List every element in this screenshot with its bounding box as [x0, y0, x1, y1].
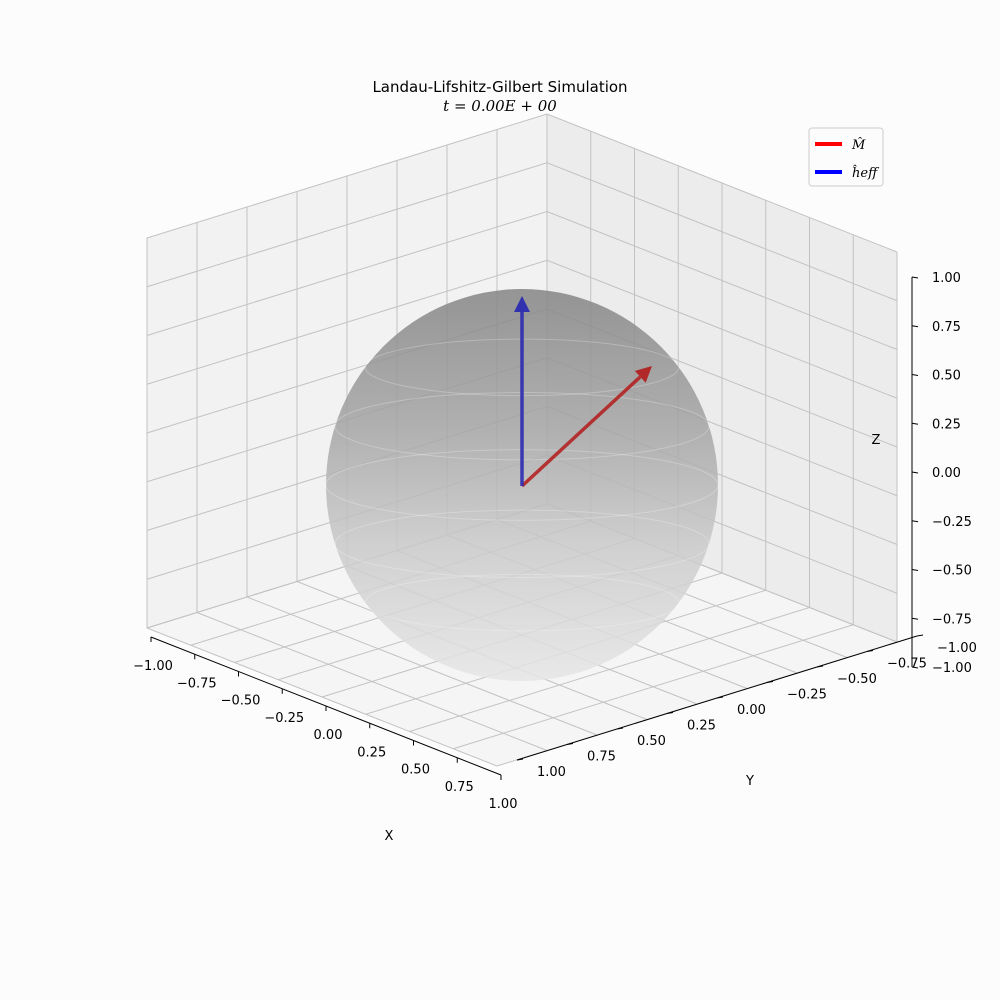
z-tick-label: −0.25 [932, 515, 972, 530]
z-tick-mark [911, 520, 919, 523]
x-tick-label: −0.50 [221, 694, 261, 709]
x-tick-label: 0.00 [314, 728, 343, 743]
vector-head [514, 296, 530, 312]
x-tick-label: 0.50 [401, 763, 430, 778]
grid-line-y [196, 222, 548, 751]
grid-line-x [453, 234, 854, 750]
y-tick-mark [866, 650, 874, 652]
z-tick-mark [911, 471, 919, 474]
y-tick-label: −1.00 [937, 641, 977, 656]
x-tick-label: −0.75 [177, 676, 217, 691]
x-tick-label: 0.25 [357, 745, 386, 760]
vector-head [634, 366, 652, 383]
grid-line-x [409, 217, 810, 732]
y-tick-label: 0.25 [687, 719, 716, 734]
legend: M̂ ĥeff [808, 127, 884, 187]
grid-line-z [146, 210, 898, 350]
z-tick-mark [911, 422, 919, 425]
z-tick-mark [911, 666, 919, 669]
y-tick-label: 0.75 [587, 750, 616, 765]
y-tick-mark [816, 665, 824, 668]
z-tick-label: 0.75 [932, 320, 961, 335]
y-tick-label: −0.75 [887, 657, 927, 672]
y-tick-mark [916, 634, 924, 637]
chart-title: Landau-Lifshitz-Gilbert Simulation [372, 78, 628, 96]
z-tick-mark [911, 276, 919, 279]
y-tick-mark [716, 696, 724, 699]
chart-subtitle: t = 0.00E + 00 [443, 97, 557, 115]
y-tick-mark [566, 743, 574, 745]
y-tick-label: −0.50 [837, 672, 877, 687]
y-tick-label: 0.00 [737, 703, 766, 718]
legend-label: ĥeff [852, 165, 880, 181]
z-tick-label: −1.00 [932, 661, 972, 676]
grid-line-z [146, 259, 898, 399]
vector-layer [514, 296, 652, 488]
z-tick-mark [911, 617, 919, 620]
x-tick-label: −0.25 [264, 711, 304, 726]
z-tick-mark [911, 374, 919, 376]
y-tick-mark [766, 681, 774, 683]
z-tick-label: 1.00 [932, 271, 961, 286]
x-tick-label: 0.75 [445, 780, 474, 795]
y-tick-label: 0.50 [637, 734, 666, 749]
legend-label: M̂ [851, 137, 866, 153]
z-tick-label: 0.50 [932, 369, 961, 384]
z-tick-mark [911, 569, 919, 571]
y-tick-label: −0.25 [787, 688, 827, 703]
grid-line-y [146, 238, 498, 767]
z-tick-label: −0.75 [932, 612, 972, 627]
sphere-latitude [364, 573, 680, 632]
vector-shaft [520, 375, 642, 488]
x-axis-label: X [385, 829, 394, 844]
y-tick-mark [666, 712, 674, 714]
y-tick-mark [516, 758, 524, 761]
y-axis-label: Y [745, 774, 754, 789]
z-tick-mark [911, 325, 919, 328]
y-tick-label: 1.00 [537, 765, 566, 780]
tick-labels: −1.00 −1.00 −1.00 −0.75 −0.75 −0.75 −0.50 −0.50… [133, 271, 977, 844]
x-tick-label: −1.00 [133, 659, 173, 674]
x-tick-label: 1.00 [489, 797, 518, 812]
z-tick-label: 0.25 [932, 417, 961, 432]
z-axis-label: Z [872, 433, 881, 448]
sphere-latitude [334, 509, 710, 578]
grid-line-z [146, 162, 898, 302]
y-tick-mark [616, 727, 624, 730]
z-tick-label: −0.50 [932, 564, 972, 579]
grid-line-y [246, 207, 598, 736]
z-tick-label: 0.00 [932, 466, 961, 481]
grid-line-z [146, 113, 898, 253]
